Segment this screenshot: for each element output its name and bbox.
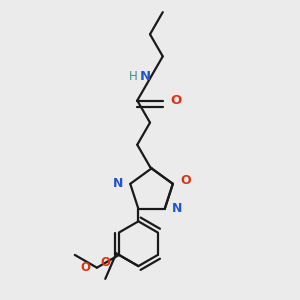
Text: O: O [81, 261, 91, 274]
Text: O: O [181, 174, 191, 187]
Text: H: H [128, 70, 137, 83]
Text: N: N [140, 70, 151, 83]
Text: N: N [172, 202, 182, 215]
Text: N: N [113, 177, 123, 190]
Text: O: O [101, 256, 111, 269]
Text: O: O [170, 94, 182, 107]
